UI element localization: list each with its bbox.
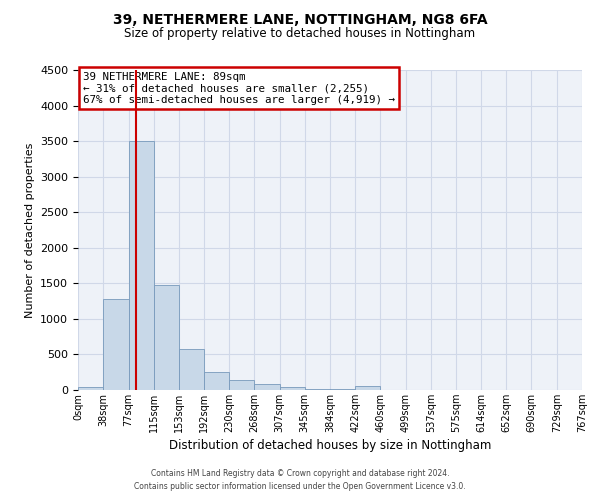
Bar [103, 299, 128, 390]
Bar [254, 384, 280, 390]
Bar [78, 387, 103, 390]
Bar [154, 285, 179, 390]
Text: 39 NETHERMERE LANE: 89sqm
← 31% of detached houses are smaller (2,255)
67% of se: 39 NETHERMERE LANE: 89sqm ← 31% of detac… [83, 72, 395, 105]
Text: Size of property relative to detached houses in Nottingham: Size of property relative to detached ho… [124, 28, 476, 40]
Text: Contains HM Land Registry data © Crown copyright and database right 2024.: Contains HM Land Registry data © Crown c… [151, 468, 449, 477]
Bar [179, 349, 204, 390]
Bar [204, 372, 229, 390]
Bar [355, 386, 380, 390]
Bar [280, 387, 305, 390]
Bar [229, 380, 254, 390]
Y-axis label: Number of detached properties: Number of detached properties [25, 142, 35, 318]
Text: 39, NETHERMERE LANE, NOTTINGHAM, NG8 6FA: 39, NETHERMERE LANE, NOTTINGHAM, NG8 6FA [113, 12, 487, 26]
Text: Contains public sector information licensed under the Open Government Licence v3: Contains public sector information licen… [134, 482, 466, 491]
Bar [128, 141, 154, 390]
X-axis label: Distribution of detached houses by size in Nottingham: Distribution of detached houses by size … [169, 439, 491, 452]
Bar [305, 388, 331, 390]
